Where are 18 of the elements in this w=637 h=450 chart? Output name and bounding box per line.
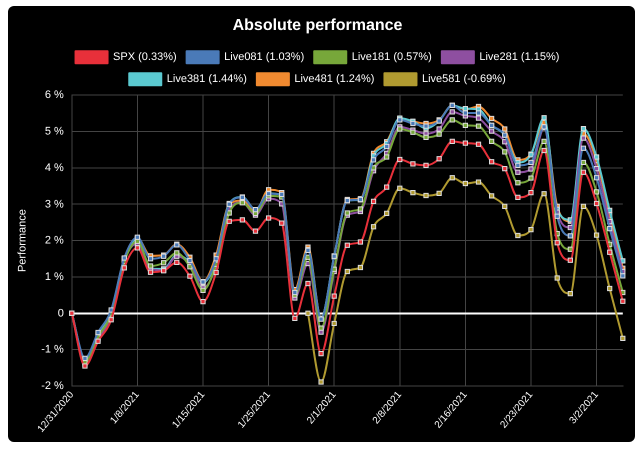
legend-label: Live381 (1.44%) — [166, 73, 247, 86]
y-tick-label: 5 % — [44, 126, 64, 138]
legend-label: Live281 (1.15%) — [479, 51, 560, 64]
legend-label: Live181 (0.57%) — [352, 51, 432, 64]
legend-label: Live081 (1.03%) — [224, 51, 304, 64]
y-tick-label: 3 % — [44, 198, 64, 210]
chart-title: Absolute performance — [232, 17, 403, 34]
y-tick-label: -1 % — [41, 344, 64, 356]
legend-label: Live581 (-0.69%) — [422, 73, 506, 86]
y-tick-label: 4 % — [44, 162, 64, 174]
y-tick-label: 6 % — [44, 89, 64, 102]
y-tick-label: 1 % — [44, 270, 64, 283]
y-tick-label: -2 % — [41, 380, 64, 392]
y-tick-label: 0 — [58, 307, 64, 320]
legend-label: SPX (0.33%) — [113, 51, 177, 64]
legend-label: Live481 (1.24%) — [294, 73, 374, 86]
y-axis-title: Performance — [16, 209, 29, 272]
y-tick-label: 2 % — [44, 234, 64, 247]
